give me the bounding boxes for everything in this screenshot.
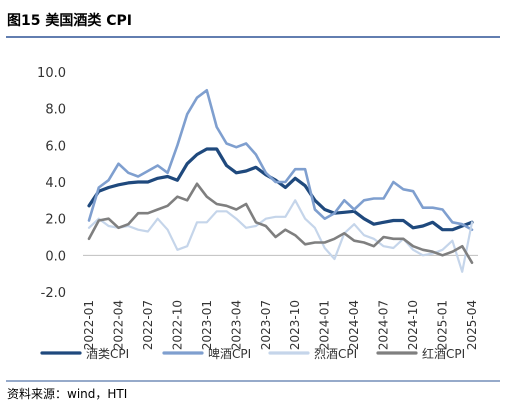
series-line-4 <box>87 182 474 265</box>
x-tick-label: 2023-01 <box>200 300 214 350</box>
x-tick-label: 2024-01 <box>318 300 332 350</box>
legend-label: 红酒CPI <box>422 346 465 361</box>
x-tick-label: 2023-04 <box>229 300 243 350</box>
y-tick-label: 8.0 <box>45 103 66 118</box>
x-tick-label: 2023-07 <box>259 300 273 350</box>
y-tick-label: 0.0 <box>45 249 66 264</box>
y-tick-label: 10.0 <box>37 66 66 81</box>
legend-label: 酒类CPI <box>86 347 129 361</box>
y-tick-label: 2.0 <box>45 213 66 228</box>
y-axis: 10.0 8.0 6.0 4.0 2.0 0.0 -2.0 <box>37 66 66 301</box>
x-tick-label: 2022-01 <box>82 300 96 350</box>
y-tick-label: 4.0 <box>45 176 66 191</box>
x-tick-label: 2024-04 <box>347 300 361 350</box>
x-tick-label: 2024-07 <box>377 300 391 350</box>
x-tick-label: 2023-10 <box>288 300 302 350</box>
source-note: 资料来源：wind，HTI <box>7 387 127 401</box>
series-lines <box>87 89 474 273</box>
x-tick-label: 2022-04 <box>111 300 125 350</box>
x-tick-label: 2025-04 <box>465 300 479 350</box>
x-tick-label: 2022-10 <box>170 300 184 350</box>
series-line-1 <box>87 147 474 232</box>
x-tick-label: 2025-01 <box>436 300 450 350</box>
x-tick-label: 2022-07 <box>141 300 155 350</box>
y-tick-label: -2.0 <box>41 286 66 301</box>
series-line-2 <box>87 89 474 231</box>
legend-label: 烈酒CPI <box>314 347 357 361</box>
x-tick-label: 2024-10 <box>406 300 420 350</box>
legend-label: 啤酒CPI <box>208 346 251 361</box>
series-line-3 <box>87 199 474 273</box>
legend: 酒类CPI 啤酒CPI 烈酒CPI 红酒CPI <box>40 346 465 361</box>
figure-title: 图15 美国酒类 CPI <box>7 12 132 29</box>
x-axis: 2022-01 2022-04 2022-07 2022-10 2023-01 2023-… <box>82 300 479 350</box>
y-tick-label: 6.0 <box>45 139 66 154</box>
